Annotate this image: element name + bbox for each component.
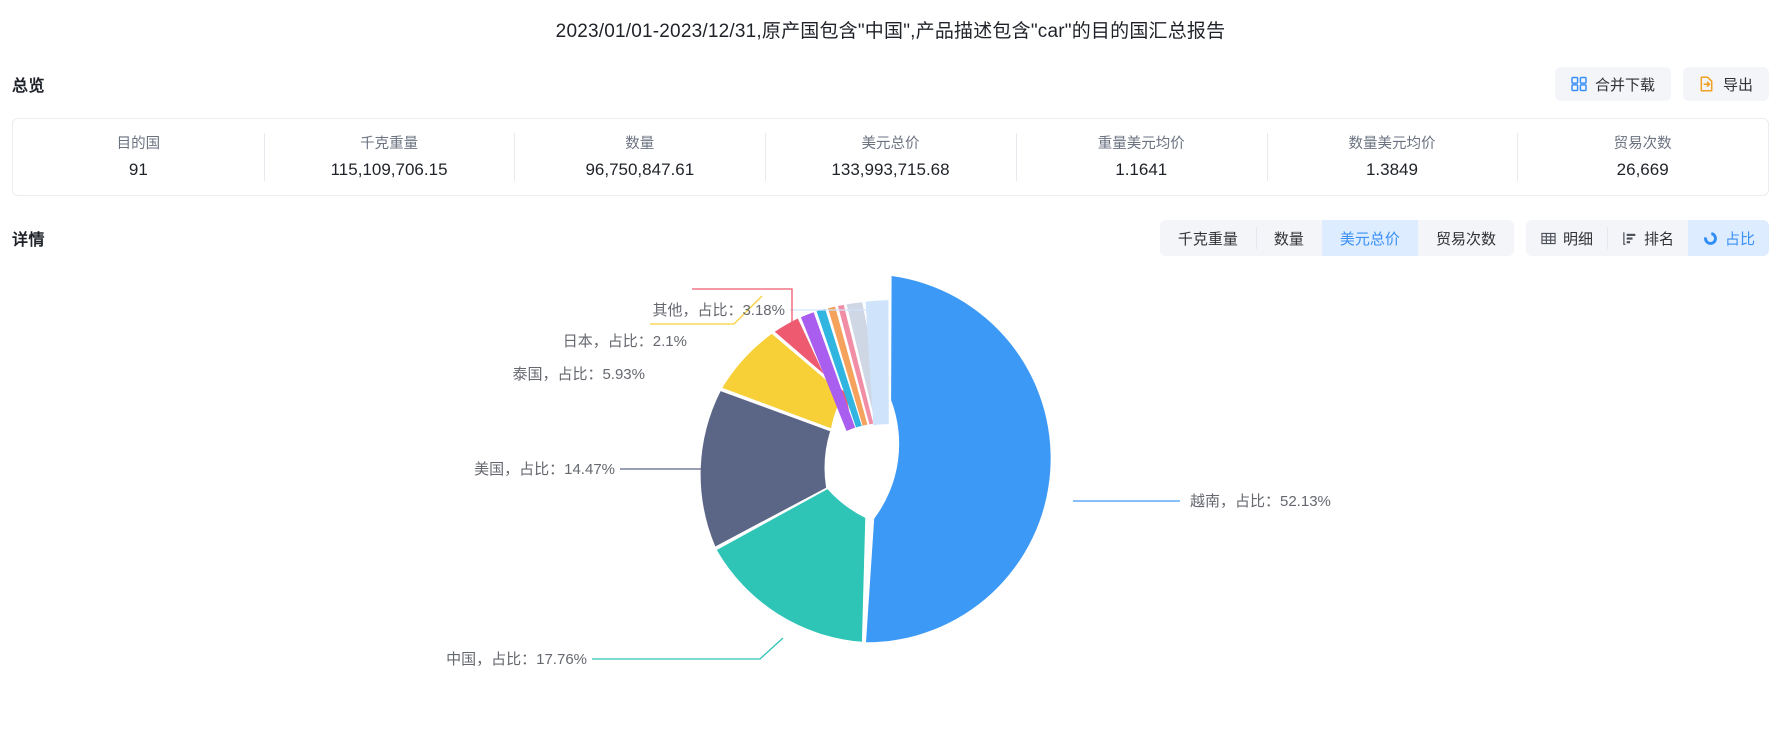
overview-section-header: 总览 合并下载 [0, 64, 1781, 104]
detail-controls: 千克重量 数量 美元总价 贸易次数 明细 [1159, 220, 1769, 256]
view-mode-detail[interactable]: 明细 [1526, 220, 1607, 256]
leader-line-other [790, 309, 878, 341]
detail-title: 详情 [12, 232, 46, 249]
view-mode-share[interactable]: 占比 [1687, 220, 1769, 256]
table-icon [1540, 230, 1557, 247]
view-mode-ranking-label: 排名 [1643, 230, 1674, 248]
metric-tab-usd-total[interactable]: 美元总价 [1321, 220, 1418, 256]
stat-value: 115,109,706.15 [330, 159, 448, 179]
callout-vietnam: 越南，占比：52.13% [1190, 493, 1331, 510]
callout-thailand: 泰国，占比：5.93% [512, 366, 645, 383]
stat-value: 96,750,847.61 [585, 159, 695, 179]
stat-label: 美元总价 [861, 135, 920, 152]
overview-actions: 合并下载 导出 [1554, 67, 1769, 101]
donut-slice-other[interactable] [865, 300, 889, 426]
overview-title: 总览 [12, 78, 46, 95]
page-title: 2023/01/01-2023/12/31,原产国包含"中国",产品描述包含"c… [555, 21, 1226, 42]
export-label: 导出 [1722, 76, 1753, 94]
stat-label: 贸易次数 [1613, 135, 1672, 152]
stat-kg-weight: 千克重量 115,109,706.15 [263, 119, 515, 195]
donut-callout-labels: 其他，占比：3.18% 日本，占比：2.1% 泰国，占比：5.93% 美国，占比… [446, 302, 1331, 668]
callout-usa: 美国，占比：14.47% [474, 461, 615, 478]
merge-download-icon [1571, 76, 1588, 93]
stat-label: 数量美元均价 [1348, 135, 1436, 152]
stat-label: 数量 [625, 135, 655, 152]
donut-slice-thailand[interactable] [722, 333, 844, 429]
overview-stats-card: 目的国 91 千克重量 115,109,706.15 数量 96,750,847… [12, 118, 1769, 196]
view-mode-share-label: 占比 [1724, 230, 1755, 248]
bar-chart-icon [1621, 230, 1638, 247]
merge-download-label: 合并下载 [1594, 76, 1655, 94]
stat-value: 133,993,715.68 [831, 159, 950, 179]
view-mode-ranking[interactable]: 排名 [1606, 220, 1688, 256]
donut-slice-china[interactable] [716, 489, 866, 642]
callout-china: 中国，占比：17.76% [446, 651, 587, 668]
leader-line-china [592, 637, 784, 660]
view-mode-group: 明细 排名 [1525, 220, 1769, 256]
metric-tab-quantity[interactable]: 数量 [1255, 220, 1322, 256]
stat-label: 重量美元均价 [1097, 135, 1185, 152]
leader-line-japan [692, 288, 793, 323]
stat-usd-per-weight: 重量美元均价 1.1641 [1015, 119, 1267, 195]
donut-slices[interactable] [700, 276, 1051, 643]
share-donut-chart[interactable]: 其他，占比：3.18% 日本，占比：2.1% 泰国，占比：5.93% 美国，占比… [0, 262, 1781, 732]
stat-value: 91 [128, 159, 148, 179]
metric-tab-kg-weight[interactable]: 千克重量 [1177, 230, 1238, 248]
export-button[interactable]: 导出 [1682, 67, 1769, 101]
stat-value: 1.3849 [1365, 159, 1418, 179]
donut-slice-indonesia[interactable] [828, 306, 868, 426]
donut-slice-japan[interactable] [774, 318, 850, 431]
stat-value: 1.1641 [1115, 159, 1168, 179]
donut-leader-lines [592, 288, 1180, 660]
export-file-icon [1699, 76, 1716, 93]
stat-destination-countries: 目的国 91 [13, 119, 264, 195]
stat-usd-per-quantity: 数量美元均价 1.3849 [1266, 119, 1518, 195]
view-mode-detail-label: 明细 [1562, 230, 1593, 248]
leader-line-thailand [650, 295, 763, 325]
stat-label: 目的国 [116, 135, 161, 152]
stat-trade-count: 贸易次数 26,669 [1517, 119, 1768, 195]
stat-quantity: 数量 96,750,847.61 [514, 119, 765, 195]
merge-download-button[interactable]: 合并下载 [1554, 67, 1671, 101]
donut-slice-philippines[interactable] [838, 304, 874, 425]
metric-tab-trade-count[interactable]: 贸易次数 [1435, 230, 1496, 248]
donut-slice-usa[interactable] [700, 391, 831, 547]
donut-slice-korea[interactable] [800, 312, 856, 431]
callout-other: 其他，占比：3.18% [652, 302, 785, 319]
stat-label: 千克重量 [360, 135, 419, 152]
stat-value: 26,669 [1616, 159, 1669, 179]
metric-tab-group: 千克重量 数量 美元总价 贸易次数 [1159, 220, 1514, 256]
donut-slice-malaysia[interactable] [816, 308, 862, 428]
detail-section-header: 详情 千克重量 数量 美元总价 贸易次数 明细 [0, 218, 1781, 258]
donut-chart-icon [1702, 230, 1719, 247]
stat-usd-total: 美元总价 133,993,715.68 [765, 119, 1016, 195]
callout-japan: 日本，占比：2.1% [563, 333, 687, 350]
donut-slice-vietnam[interactable] [866, 276, 1051, 643]
